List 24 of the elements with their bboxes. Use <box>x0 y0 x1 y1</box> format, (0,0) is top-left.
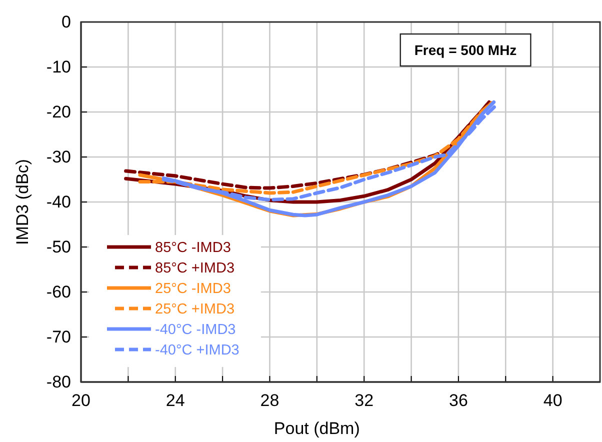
legend-label: 25°C -IMD3 <box>155 281 231 297</box>
y-axis-title: IMD3 (dBc) <box>13 159 32 245</box>
x-tick-label: 32 <box>354 391 374 410</box>
x-tick-label: 24 <box>166 391 185 410</box>
x-tick-label: 20 <box>72 391 90 410</box>
x-tick-label: 36 <box>448 391 468 410</box>
y-tick-label: -40 <box>46 192 71 212</box>
legend-label: 85°C +IMD3 <box>155 260 235 276</box>
annotation: Freq = 500 MHz <box>414 42 517 58</box>
y-tick-label: -50 <box>46 237 71 256</box>
x-tick-label: 28 <box>260 391 280 410</box>
y-tick-label: -70 <box>46 327 71 346</box>
x-axis-title: Pout (dBm) <box>274 419 360 438</box>
legend-label: 25°C +IMD3 <box>155 302 235 318</box>
legend-label: 85°C -IMD3 <box>155 240 231 256</box>
x-tick-label: 40 <box>543 391 562 410</box>
y-tick-label: -30 <box>46 147 71 166</box>
y-tick-label: -20 <box>46 102 71 122</box>
y-tick-label: -10 <box>46 57 71 76</box>
y-tick-label: 0 <box>62 12 71 32</box>
y-tick-label: -60 <box>46 282 71 302</box>
y-tick-label: -80 <box>46 372 71 392</box>
legend-label: -40°C -IMD3 <box>155 322 236 338</box>
legend-label: -40°C +IMD3 <box>155 342 240 358</box>
